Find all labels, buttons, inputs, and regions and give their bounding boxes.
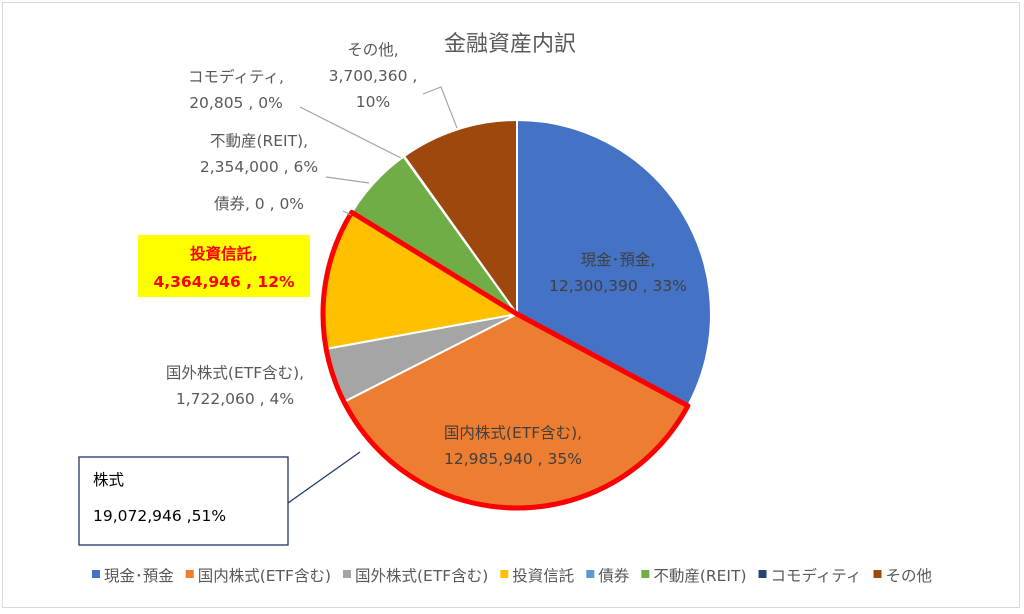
legend-item-5: 不動産(REIT) xyxy=(641,567,747,585)
legend-item-0: 現金･預金 xyxy=(91,567,174,585)
label-cash-line: 12,300,390 , 33% xyxy=(549,277,687,295)
label-other: その他, 3,700,360 , 10% xyxy=(329,41,418,111)
legend-item-4: 債券 xyxy=(586,567,630,585)
reit-leader xyxy=(325,176,370,184)
label-fund-line: 投資信託, xyxy=(190,244,258,263)
label-domestic: 国内株式(ETF含む), 12,985,940 , 35% xyxy=(444,424,582,468)
label-other-line: 10% xyxy=(356,93,390,111)
stock-total-callout: 株式 19,072,946 ,51% xyxy=(78,451,361,546)
label-fund: 投資信託, 4,364,946 , 12% xyxy=(153,244,295,291)
legend-swatch xyxy=(873,570,882,578)
legend-label: 国内株式(ETF含む) xyxy=(198,567,331,585)
legend-label: コモディティ xyxy=(771,566,862,585)
label-cash: 現金･預金, 12,300,390 , 33% xyxy=(549,251,687,295)
legend-label: 投資信託 xyxy=(512,567,574,585)
label-foreign-line: 国外株式(ETF含む), xyxy=(166,364,304,382)
legend-label: 現金･預金 xyxy=(104,567,174,585)
pie-chart: 金融資産内訳 現金･預金, 12,300,390 , 33% 国内株式(ETF含む)… xyxy=(78,32,933,585)
label-reit-line: 不動産(REIT), xyxy=(210,132,308,150)
label-bond-line: 債券, 0 , 0% xyxy=(214,195,304,213)
callout-title: 株式 xyxy=(93,471,124,489)
legend-swatch xyxy=(586,570,595,578)
label-foreign: 国外株式(ETF含む), 1,722,060 , 4% xyxy=(166,364,304,408)
label-foreign-line: 1,722,060 , 4% xyxy=(176,390,294,408)
label-domestic-line: 国内株式(ETF含む), xyxy=(444,424,582,442)
chart-title: 金融資産内訳 xyxy=(444,32,576,57)
legend-item-1: 国内株式(ETF含む) xyxy=(185,567,331,585)
legend-item-3: 投資信託 xyxy=(500,567,574,585)
label-cash-line: 現金･預金, xyxy=(581,251,656,269)
label-bond: 債券, 0 , 0% xyxy=(214,195,304,213)
legend-swatch xyxy=(91,570,100,578)
label-other-line: その他, xyxy=(347,41,398,59)
slice-7 xyxy=(402,118,518,318)
label-reit-line: 2,354,000 , 6% xyxy=(200,158,318,176)
legend-item-2: 国外株式(ETF含む) xyxy=(343,567,488,585)
commodity-leader xyxy=(299,106,402,159)
legend-swatch xyxy=(343,570,352,578)
legend-label: その他 xyxy=(886,567,933,585)
other-leader xyxy=(422,86,458,129)
label-commodity-line: 20,805 , 0% xyxy=(189,94,283,112)
bond-leader xyxy=(342,210,352,216)
legend: 現金･預金 国内株式(ETF含む) 国外株式(ETF含む) 投資信託 債券 不動産(REI… xyxy=(91,566,933,585)
label-commodity: コモディティ, 20,805 , 0% xyxy=(188,67,284,112)
callout-value: 19,072,946 ,51% xyxy=(93,507,226,525)
legend-item-6: コモディティ xyxy=(758,566,862,585)
legend-item-7: その他 xyxy=(873,567,933,585)
fund-label-box xyxy=(138,235,310,297)
label-domestic-line: 12,985,940 , 35% xyxy=(444,450,582,468)
label-fund-line: 4,364,946 , 12% xyxy=(153,273,295,291)
data-labels: 現金･預金, 12,300,390 , 33% 国内株式(ETF含む), 12,985… xyxy=(138,41,687,468)
legend-swatch xyxy=(185,570,194,578)
legend-swatch xyxy=(641,570,650,578)
callout-box xyxy=(78,456,289,546)
slice-0 xyxy=(516,118,712,408)
pie-slices xyxy=(320,118,712,511)
label-commodity-line: コモディティ, xyxy=(188,67,284,86)
legend-swatch xyxy=(500,570,509,578)
leader-lines xyxy=(299,86,458,216)
callout-leader xyxy=(287,451,361,504)
stock-highlight-outline xyxy=(320,209,691,511)
label-other-line: 3,700,360 , xyxy=(329,67,418,85)
legend-label: 債券 xyxy=(598,567,630,585)
legend-swatch xyxy=(758,570,767,578)
legend-label: 不動産(REIT) xyxy=(653,567,746,585)
label-reit: 不動産(REIT), 2,354,000 , 6% xyxy=(200,132,318,176)
legend-label: 国外株式(ETF含む) xyxy=(355,567,488,585)
